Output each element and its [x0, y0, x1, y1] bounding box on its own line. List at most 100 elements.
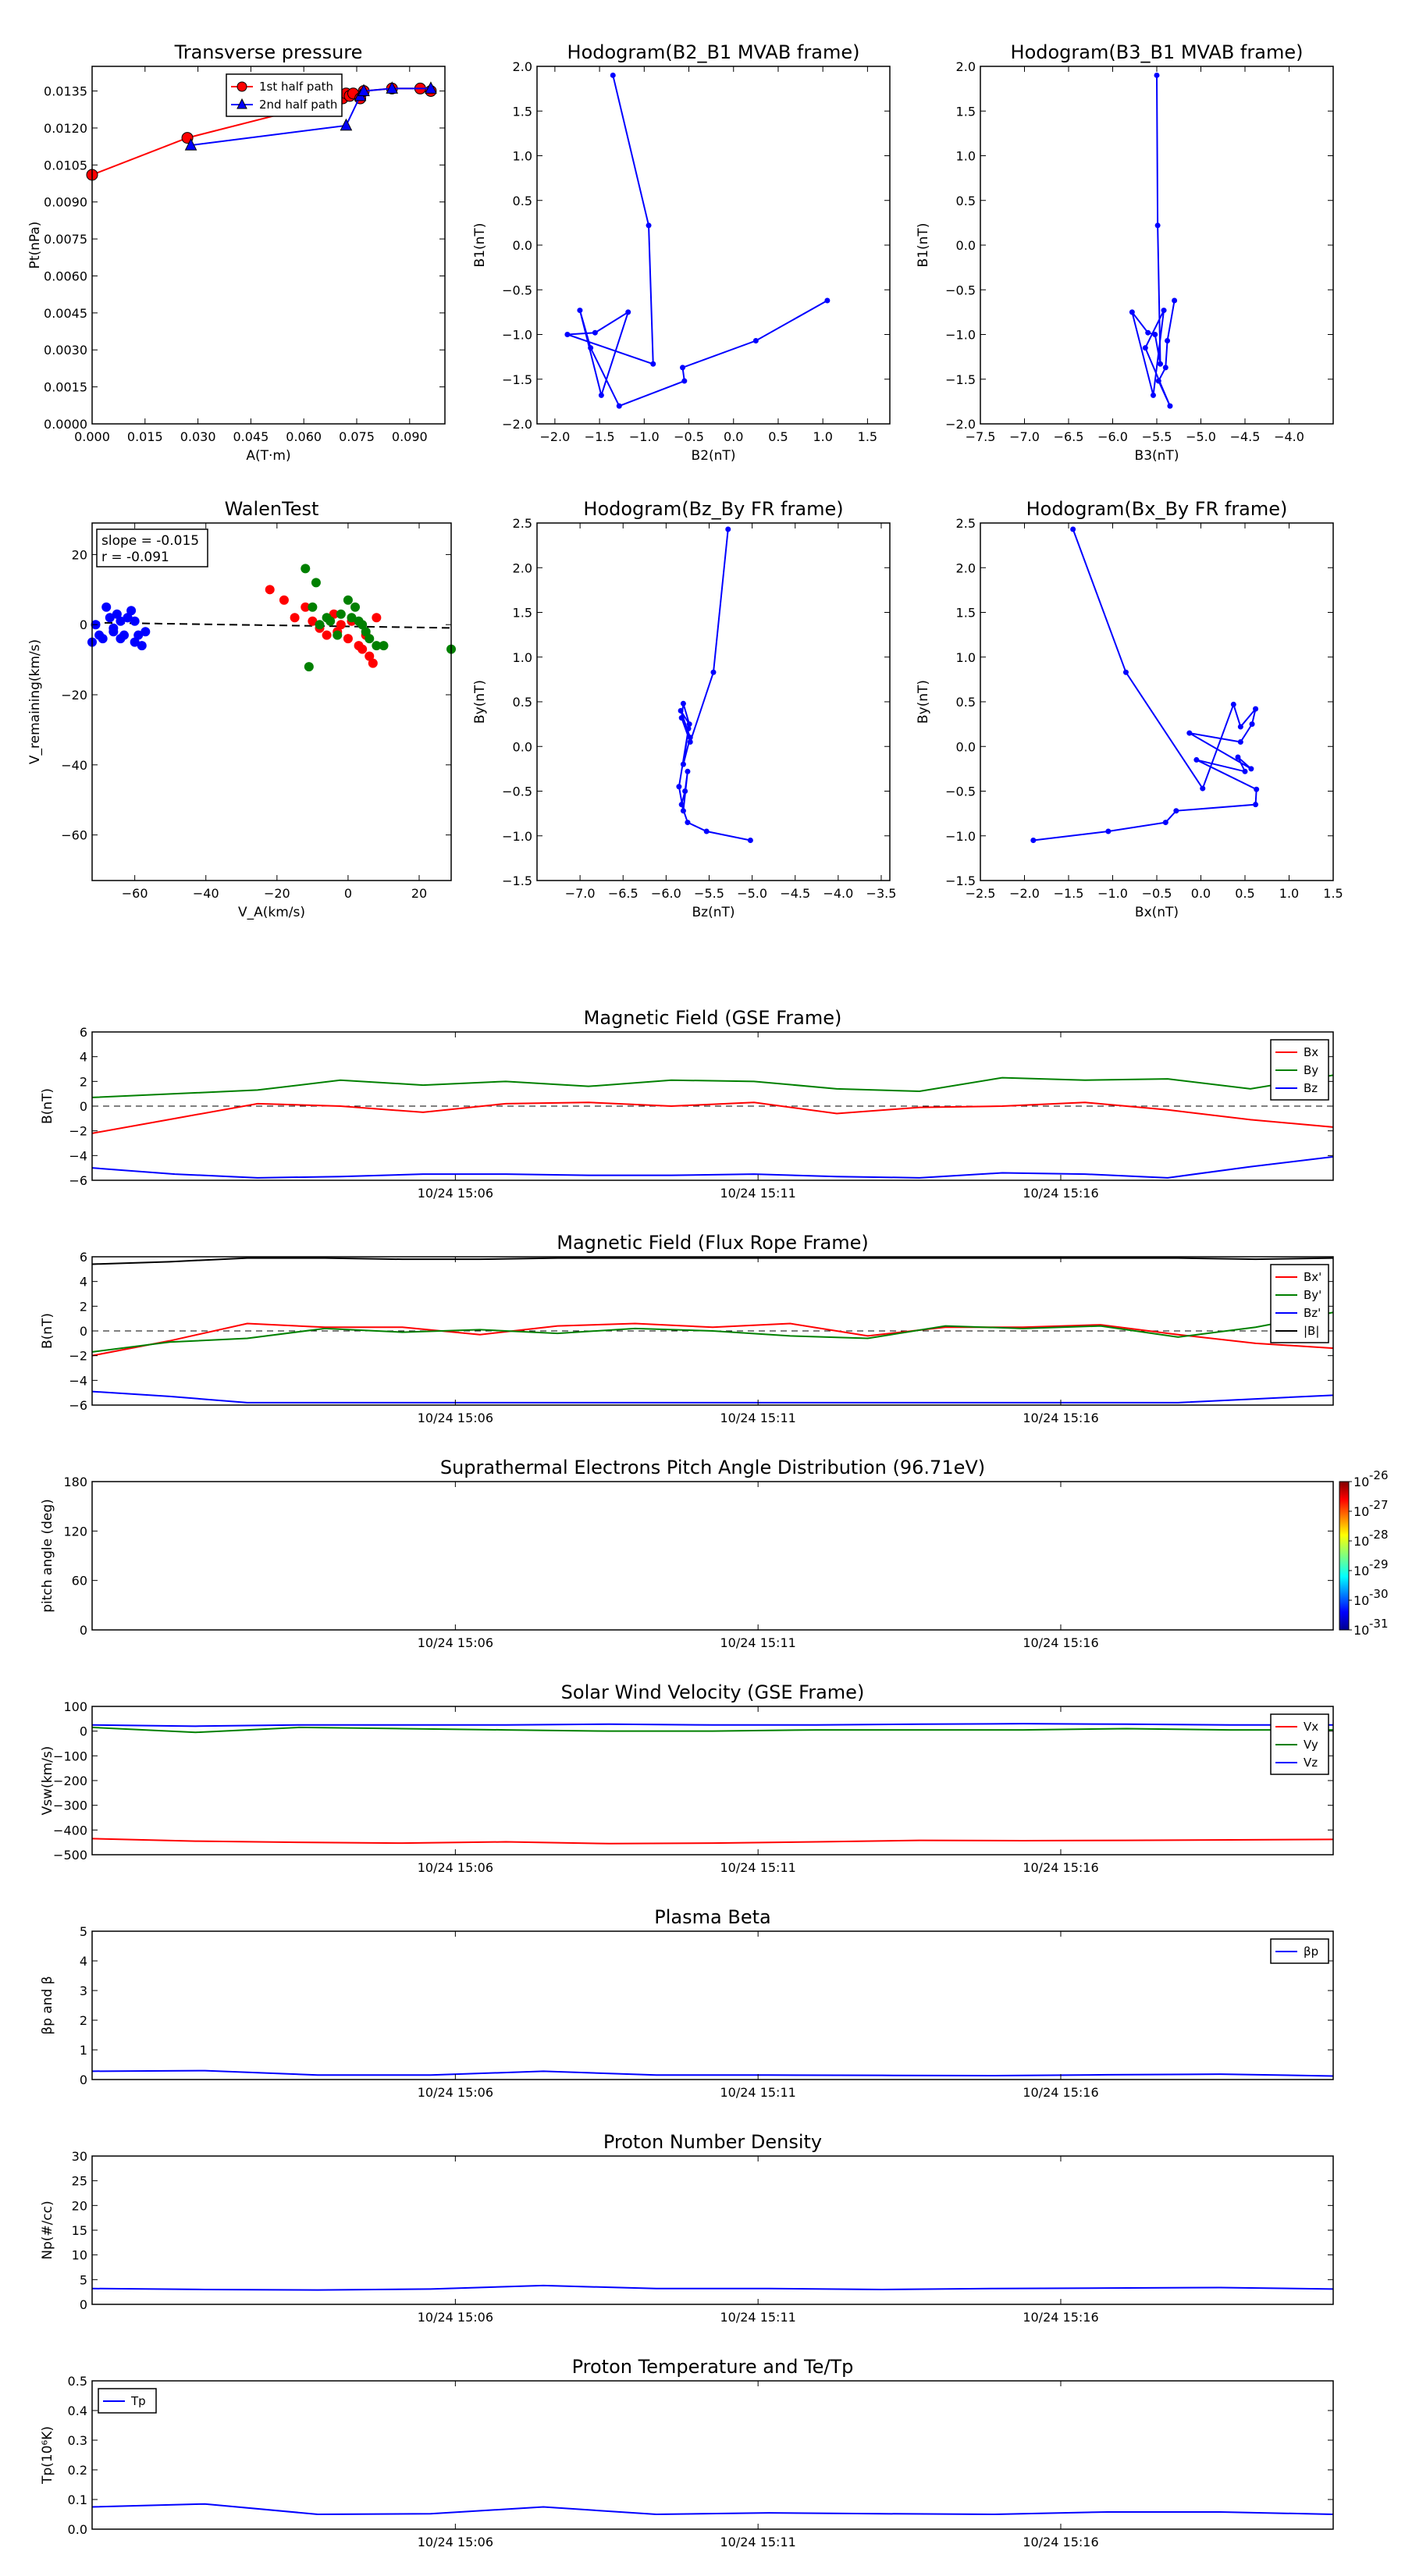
x-tick-label: 0.060 — [286, 429, 322, 444]
data-point — [123, 613, 133, 623]
data-point — [365, 634, 375, 644]
data-point — [1237, 724, 1243, 730]
plot-frame — [536, 66, 891, 425]
chart-panel-mag_fr: Magnetic Field (Flux Rope Frame) 10/24 15… — [40, 1232, 1334, 1425]
y-tick-label: −0.5 — [945, 785, 976, 799]
y-tick-label: 2.5 — [513, 516, 532, 531]
data-point — [357, 644, 368, 654]
series-Vx — [91, 1838, 1334, 1845]
y-tick-label: −0.5 — [945, 283, 976, 297]
y-tick-label: 0.4 — [68, 2403, 87, 2418]
chart-title: WalenTest — [225, 498, 319, 520]
colorbar — [1339, 1481, 1350, 1631]
x-tick-label: 10/24 15:06 — [418, 1411, 493, 1425]
y-tick-label: 5 — [80, 1924, 87, 1939]
plot-frame — [91, 1930, 1334, 2080]
y-tick-label: 0 — [80, 1324, 87, 1339]
chart-title: Proton Number Density — [603, 2131, 822, 2153]
y-tick-label: 2.0 — [956, 59, 976, 74]
data-point — [1162, 365, 1168, 371]
y-tick-label: −2.0 — [502, 417, 532, 432]
data-point — [680, 365, 686, 371]
y-tick-label: 15 — [72, 2223, 87, 2238]
data-point — [686, 721, 692, 728]
y-axis-label: βp and β — [40, 1976, 55, 2034]
y-tick-label: 30 — [72, 2149, 87, 2164]
series-Vz — [91, 1723, 1333, 1727]
y-tick-label: 0.1 — [68, 2492, 87, 2507]
data-point — [279, 595, 289, 605]
y-tick-label: −100 — [53, 1749, 87, 1763]
y-tick-label: −1.0 — [945, 328, 976, 343]
y-tick-label: 0.5 — [956, 194, 976, 208]
y-tick-label: −2.0 — [945, 417, 976, 432]
data-point — [610, 72, 616, 78]
plot-frame — [980, 522, 1334, 881]
data-point — [678, 707, 684, 713]
fit-line — [91, 621, 452, 629]
y-tick-label: 2.0 — [956, 560, 976, 575]
data-point — [372, 613, 382, 623]
x-axis-label: B3(nT) — [1135, 448, 1179, 464]
x-axis-label: Bx(nT) — [1135, 905, 1179, 920]
y-tick-label: 20 — [72, 2198, 87, 2213]
y-tick-label: 1.5 — [956, 104, 976, 119]
series-line — [91, 1101, 1334, 1134]
legend-label: Bx — [1304, 1045, 1318, 1059]
series-line — [91, 1390, 1334, 1404]
x-axis-label: V_A(km/s) — [238, 905, 305, 920]
legend: Bx' By' Bz' |B| — [1270, 1264, 1329, 1343]
series-0 — [1129, 72, 1178, 409]
chart-title: Suprathermal Electrons Pitch Angle Distr… — [440, 1457, 985, 1478]
plot-frame — [91, 66, 446, 425]
legend-label: 2nd half path — [259, 98, 337, 112]
x-axis-label: A(T·m) — [246, 448, 290, 464]
x-tick-label: 0.5 — [1235, 886, 1254, 901]
x-tick-label: 0.5 — [768, 429, 788, 444]
data-point — [646, 222, 652, 229]
x-tick-label: −1.5 — [585, 429, 615, 444]
chart-panel-tp: Proton Temperature and Te/Tp 10/24 15:06 1… — [40, 2356, 1334, 2549]
data-point — [140, 627, 151, 637]
y-tick-label: −1.0 — [502, 829, 532, 844]
x-tick-label: −5.5 — [694, 886, 724, 901]
data-point — [1154, 222, 1161, 229]
colorbar-label-base: 10 — [1353, 1534, 1369, 1549]
chart-panel-walen_test: WalenTest −60 −40 −20 0 20 −60 −40 −20 0 20 V_A(km/… — [27, 498, 456, 920]
data-point — [336, 609, 346, 619]
x-tick-label: 10/24 15:11 — [720, 2085, 796, 2100]
data-point — [1070, 526, 1076, 532]
colorbar-label-base: 10 — [1353, 1623, 1369, 1638]
y-axis-label: Tp(10⁶K) — [40, 2426, 55, 2485]
x-tick-label: 10/24 15:06 — [418, 1635, 493, 1650]
series-line — [1033, 528, 1257, 841]
data-point — [301, 602, 311, 612]
y-tick-label: −1.5 — [945, 873, 976, 888]
colorbar-label-base: 10 — [1353, 1504, 1369, 1519]
data-point — [322, 630, 332, 640]
y-tick-label: −2 — [69, 1349, 87, 1364]
data-point — [680, 700, 686, 706]
x-tick-label: −6.0 — [651, 886, 681, 901]
x-axis-label: Bz(nT) — [692, 905, 735, 920]
data-point — [343, 634, 353, 644]
data-point — [308, 616, 318, 626]
data-point — [308, 602, 318, 612]
data-point — [1165, 338, 1171, 344]
data-point — [1122, 669, 1129, 675]
data-point — [126, 606, 137, 616]
series-βp — [91, 2069, 1334, 2077]
x-tick-label: 10/24 15:11 — [720, 1411, 796, 1425]
y-axis-label: B(nT) — [40, 1313, 55, 1349]
legend: Bx By Bz — [1270, 1039, 1329, 1101]
colorbar-label-base: 10 — [1353, 1564, 1369, 1578]
data-point — [685, 768, 691, 774]
y-tick-label: 0.0015 — [44, 380, 87, 395]
data-point — [1253, 706, 1259, 712]
annotation-line: slope = -0.015 — [101, 533, 199, 549]
data-point — [329, 609, 339, 619]
data-point — [687, 739, 693, 745]
data-point — [137, 641, 147, 651]
data-point — [101, 602, 112, 612]
legend-label: 1st half path — [259, 80, 333, 94]
